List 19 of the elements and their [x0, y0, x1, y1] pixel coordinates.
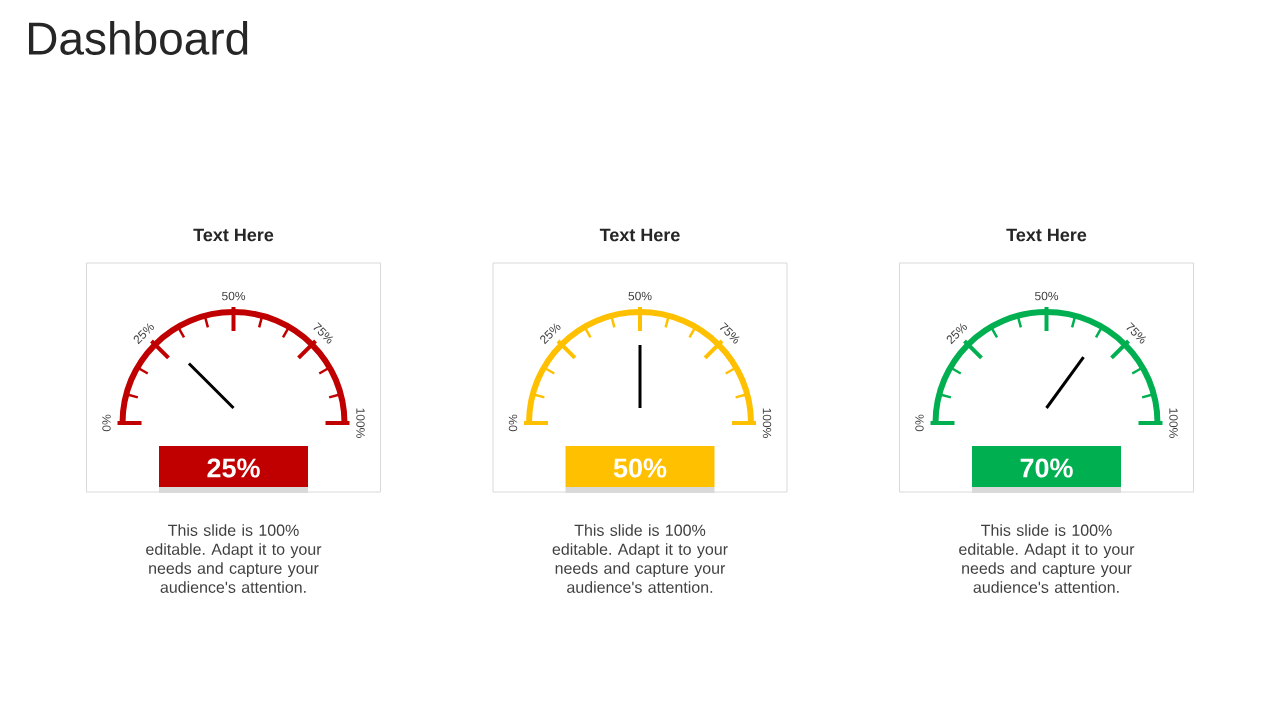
text: This slide is 100% editable. Adapt it to your needs and capture your audience's attention. — [146, 524, 322, 593]
text: 0% — [508, 414, 518, 432]
data-label: 50% — [613, 458, 667, 478]
text: 50% — [221, 291, 246, 301]
text: 100% — [356, 408, 365, 438]
text: 50% — [628, 291, 652, 301]
category-label: Text Here — [193, 228, 274, 242]
category-label: Text Here — [1006, 228, 1087, 242]
text: 50% — [1034, 291, 1059, 301]
text: 100% — [762, 408, 772, 438]
category-label: Text Here — [599, 228, 680, 242]
text: 0% — [915, 414, 924, 432]
text: 0% — [102, 414, 111, 432]
text: 100% — [1169, 408, 1178, 438]
text: This slide is 100% editable. Adapt it to your needs and capture your audience's attention. — [552, 524, 728, 593]
text: Dashboard — [28, 21, 248, 55]
data-label: 70% — [1020, 458, 1073, 478]
data-label: 25% — [207, 458, 260, 478]
text: This slide is 100% editable. Adapt it to your needs and capture your audience's attention. — [959, 524, 1135, 593]
